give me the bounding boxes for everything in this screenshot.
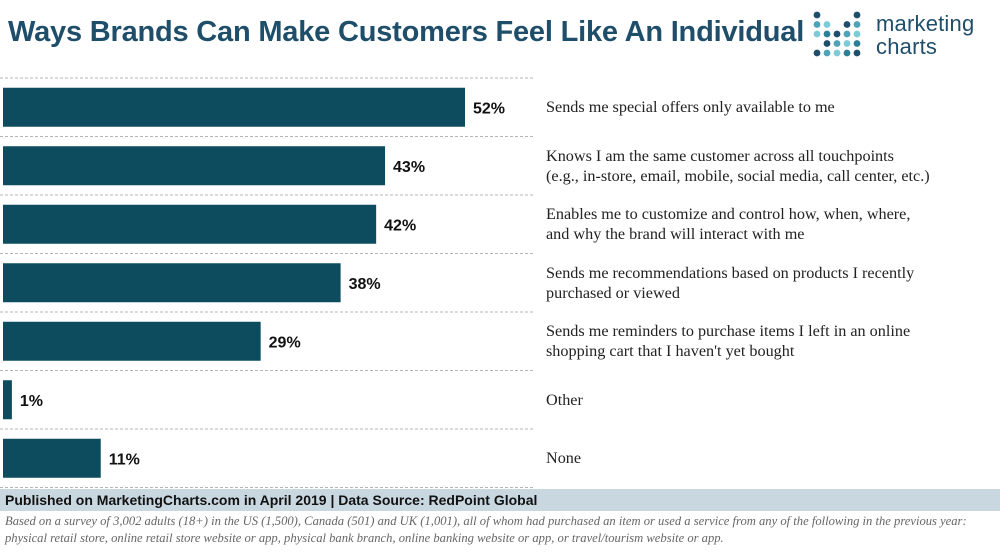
logo-dot [853, 11, 861, 19]
category-label-line: None [546, 449, 582, 468]
category-label: Enables me to customize and control how,… [546, 204, 996, 244]
category-label-line: Enables me to customize and control how,… [546, 205, 911, 224]
bar [3, 438, 101, 478]
logo-dot [843, 49, 851, 57]
logo-dot [843, 21, 851, 28]
category-label-line: Sends me reminders to purchase items I l… [546, 322, 911, 341]
logo-dot [853, 49, 861, 57]
category-label: Other [546, 390, 996, 410]
logo-dot [813, 21, 821, 28]
marketingcharts-logo: marketing charts [812, 10, 997, 60]
bar [3, 321, 261, 361]
bar-value-label: 38% [349, 276, 381, 293]
category-label: Sends me recommendations based on produc… [546, 263, 996, 303]
logo-dot [823, 30, 831, 38]
category-label: None [546, 448, 996, 468]
category-label-line: (e.g., in-store, email, mobile, social m… [546, 166, 930, 185]
bar-value-label: 1% [20, 393, 43, 410]
category-label: Knows I am the same customer across all … [546, 146, 996, 186]
logo-dot [833, 40, 841, 47]
bar-value-label: 11% [109, 451, 140, 468]
logo-dot [853, 21, 861, 28]
category-label-line: purchased or viewed [546, 283, 680, 302]
logo-dots-icon [813, 11, 861, 57]
logo-line-2: charts [876, 34, 938, 59]
chart-title: Ways Brands Can Make Customers Feel Like… [8, 16, 805, 48]
bar-value-label: 43% [393, 159, 425, 176]
source-bar: Published on MarketingCharts.com in Apri… [0, 489, 1000, 511]
category-label: Sends me special offers only available t… [546, 97, 996, 117]
bar [3, 146, 386, 186]
category-label-line: Sends me special offers only available t… [546, 98, 835, 117]
logo-dot [833, 30, 841, 38]
survey-footnote: Based on a survey of 3,002 adults (18+) … [5, 514, 967, 545]
bar-value-label: 42% [384, 217, 416, 234]
category-label-line: shopping cart that I haven't yet bought [546, 342, 795, 361]
bar-value-label: 52% [473, 100, 505, 117]
bar [3, 380, 12, 420]
logo-dot [823, 21, 831, 28]
logo-dot [853, 30, 861, 38]
logo-dot [813, 30, 821, 38]
bar [3, 263, 341, 303]
logo-dot [823, 49, 831, 57]
bar [3, 87, 465, 127]
bar-value-label: 29% [269, 334, 301, 351]
logo-dot [853, 40, 861, 47]
logo-dot [813, 11, 821, 19]
logo-dot [843, 40, 851, 47]
category-label-line: Knows I am the same customer across all … [546, 146, 894, 165]
category-label-line: and why the brand will interact with me [546, 225, 805, 244]
logo-dot [843, 30, 851, 38]
category-label-line: Sends me recommendations based on produc… [546, 263, 915, 282]
category-label: Sends me reminders to purchase items I l… [546, 321, 996, 361]
logo-dot [823, 40, 831, 47]
logo-line-1: marketing [876, 11, 975, 36]
logo-wordmark: marketing charts [876, 12, 974, 58]
logo-dot [833, 49, 841, 57]
bar-chart: 52% 43% 42% 38% 29% 1% 11% [0, 77, 535, 488]
bar [3, 204, 377, 244]
logo-dot [813, 49, 821, 57]
category-label-line: Other [546, 390, 583, 409]
